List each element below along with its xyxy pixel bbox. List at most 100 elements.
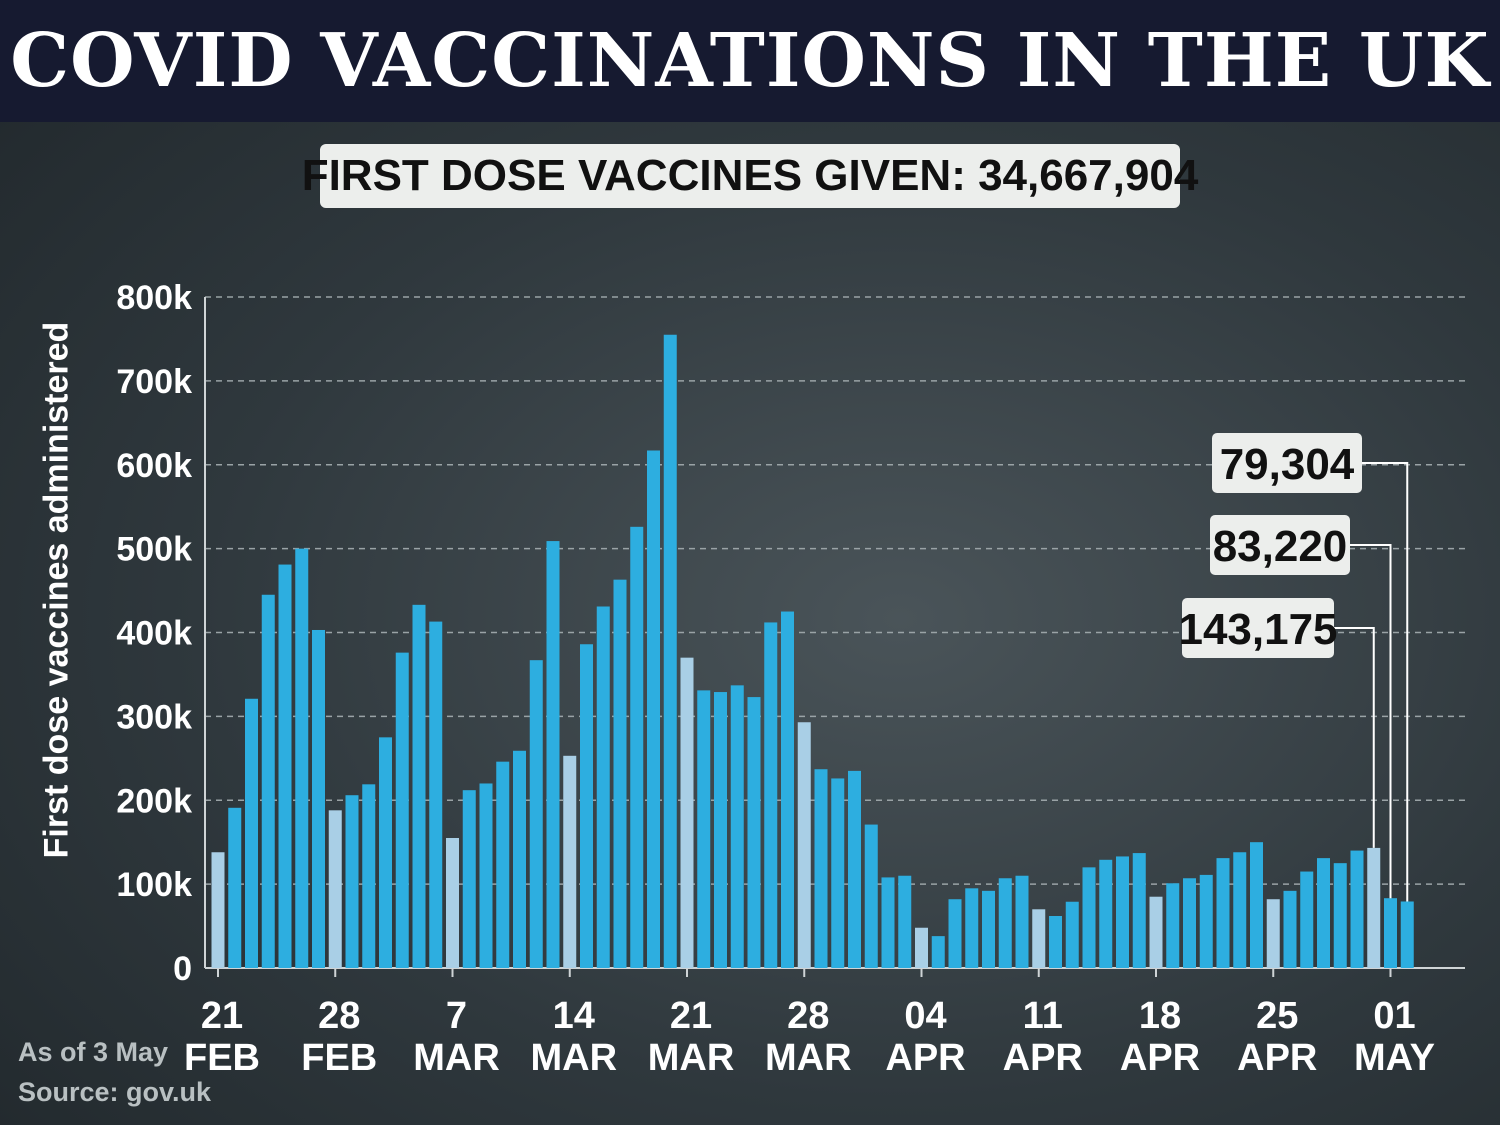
bar <box>663 334 677 968</box>
bar <box>1065 901 1079 968</box>
bar <box>412 604 426 968</box>
bar <box>1250 842 1263 968</box>
bar <box>1350 850 1364 968</box>
y-tick-label: 400k <box>116 615 192 653</box>
x-tick-month: FEB <box>184 1037 260 1079</box>
x-tick-month: APR <box>1003 1037 1083 1079</box>
bar <box>680 657 694 968</box>
bar <box>781 611 794 968</box>
bar <box>496 761 510 968</box>
callout-value: 79,304 <box>1220 440 1355 489</box>
x-tick-day: 25 <box>1256 995 1298 1037</box>
bar <box>848 770 861 968</box>
bar <box>211 852 225 968</box>
bar <box>312 629 325 968</box>
bar <box>797 722 811 968</box>
bar <box>982 890 995 968</box>
x-tick-day: 21 <box>201 995 243 1037</box>
y-tick-label: 500k <box>116 531 192 569</box>
source-note: Source: gov.uk <box>18 1077 212 1107</box>
bar <box>446 837 459 968</box>
bar <box>697 690 711 968</box>
x-tick-month: APR <box>1120 1037 1200 1079</box>
bar <box>931 936 945 968</box>
y-tick-label: 700k <box>116 363 192 401</box>
bar <box>1132 853 1146 968</box>
bar <box>513 750 526 968</box>
bar <box>563 755 577 968</box>
bar <box>898 875 912 968</box>
bar <box>747 697 761 968</box>
as-of-note: As of 3 May <box>18 1037 169 1067</box>
callout-leader-line <box>1334 627 1375 848</box>
bar <box>915 927 928 968</box>
bar <box>647 450 660 969</box>
bar <box>1283 890 1297 968</box>
bar <box>1032 909 1046 968</box>
bar <box>1183 878 1196 968</box>
bar <box>965 888 979 968</box>
callout-box <box>1212 433 1362 493</box>
bar <box>345 795 359 968</box>
bar <box>278 564 292 968</box>
bar <box>580 644 593 968</box>
bar <box>596 606 610 968</box>
bar <box>1233 852 1247 968</box>
x-tick-month: APR <box>1237 1037 1317 1079</box>
y-tick-label: 300k <box>116 698 192 736</box>
bar <box>479 783 493 968</box>
bar <box>228 807 242 968</box>
bar <box>831 778 845 968</box>
bar <box>998 878 1012 968</box>
bar <box>1400 901 1414 968</box>
x-tick-day: 14 <box>553 995 595 1037</box>
callout-leader-line <box>1350 544 1392 899</box>
y-tick-label: 800k <box>116 279 192 317</box>
callout-value: 83,220 <box>1213 522 1348 571</box>
x-tick-month: MAR <box>648 1037 735 1079</box>
x-tick-day: 18 <box>1139 995 1181 1037</box>
bar <box>1149 896 1163 968</box>
bar <box>864 824 878 968</box>
bar <box>881 877 895 968</box>
x-tick-day: 21 <box>670 995 712 1037</box>
bar <box>295 548 309 968</box>
bar <box>1166 883 1180 968</box>
bar <box>714 692 727 968</box>
bar <box>764 622 778 968</box>
bar <box>379 737 392 968</box>
callout-box <box>1182 598 1334 658</box>
x-tick-day: 01 <box>1373 995 1415 1037</box>
x-tick-day: 28 <box>787 995 829 1037</box>
bar <box>730 685 744 968</box>
chart-title: COVID VACCINATIONS IN THE UK <box>10 18 1490 104</box>
header-bar: COVID VACCINATIONS IN THE UK <box>0 0 1500 122</box>
x-tick-month: MAY <box>1354 1037 1435 1079</box>
x-tick-month: MAR <box>765 1037 852 1079</box>
bar <box>1384 898 1397 968</box>
bar <box>1049 915 1062 968</box>
bar <box>1216 858 1230 968</box>
bar <box>395 652 409 968</box>
y-tick-label: 200k <box>116 782 192 820</box>
bar <box>1266 899 1280 968</box>
bar <box>546 541 560 968</box>
bar <box>261 594 275 968</box>
callout-leader-line <box>1362 462 1409 902</box>
bar <box>1317 858 1330 968</box>
bar <box>1199 874 1213 968</box>
bar <box>529 660 543 968</box>
bar <box>1082 867 1096 968</box>
bar <box>1333 863 1347 968</box>
bar <box>630 526 644 968</box>
bar <box>328 810 342 968</box>
bar <box>462 790 476 968</box>
bar <box>362 784 376 968</box>
x-tick-month: MAR <box>530 1037 617 1079</box>
bar <box>1099 859 1113 968</box>
bar <box>1367 847 1381 968</box>
bar <box>948 899 962 968</box>
bar <box>1300 871 1314 968</box>
bar <box>1116 856 1129 968</box>
